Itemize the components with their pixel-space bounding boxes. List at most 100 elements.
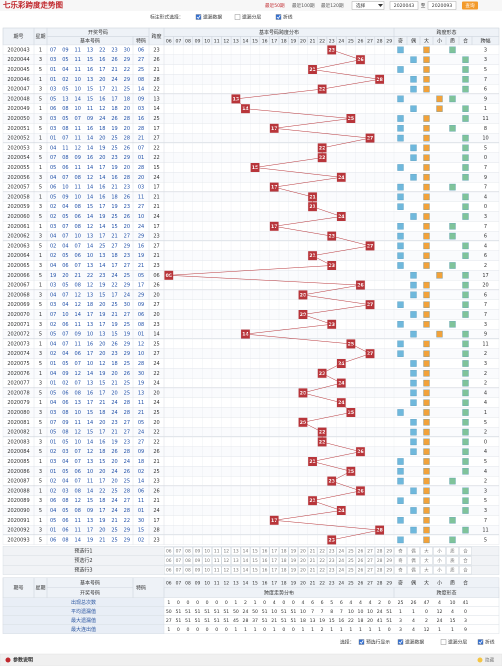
preselect-cell[interactable] (259, 556, 270, 565)
preselect-cell[interactable] (307, 556, 318, 565)
select-box[interactable] (351, 1, 385, 10)
preselect-cell[interactable] (202, 546, 212, 556)
preselect-cell[interactable] (202, 565, 212, 575)
preselect-cell[interactable] (202, 556, 212, 565)
from-input[interactable] (389, 1, 419, 10)
preselect-cell[interactable] (365, 546, 375, 556)
preselect-cell[interactable] (164, 546, 174, 556)
preselect-cell[interactable] (420, 546, 433, 556)
preselect-cell[interactable] (288, 546, 299, 556)
preselect-cell[interactable] (250, 546, 260, 556)
preselect-cell[interactable] (288, 565, 299, 575)
preselect-cell[interactable] (407, 546, 420, 556)
preselect-cell[interactable] (212, 565, 222, 575)
preselect-cell[interactable] (173, 565, 184, 575)
checkbox[interactable] (234, 14, 241, 20)
preselect-cell[interactable] (374, 565, 385, 575)
preselect-cell[interactable] (365, 565, 375, 575)
preselect-cell[interactable] (317, 565, 327, 575)
preselect-cell[interactable] (433, 546, 446, 556)
preselect-cell[interactable] (346, 556, 356, 565)
preselect-cell[interactable] (346, 546, 356, 556)
preselect-cell[interactable] (212, 556, 222, 565)
preselect-cell[interactable] (384, 556, 394, 565)
preselect-cell[interactable] (433, 565, 446, 575)
preselect-cell[interactable] (336, 546, 346, 556)
preselect-cell[interactable] (407, 556, 420, 565)
preselect-cell[interactable] (355, 546, 366, 556)
preselect-cell[interactable] (288, 556, 299, 565)
preselect-cell[interactable] (384, 565, 394, 575)
preselect-cell[interactable] (394, 546, 407, 556)
preselect-cell[interactable] (355, 556, 366, 565)
preselect-cell[interactable] (365, 556, 375, 565)
preselect-cell[interactable] (269, 546, 279, 556)
preselect-cell[interactable] (459, 565, 472, 575)
preselect-cell[interactable] (374, 556, 385, 565)
preselect-cell[interactable] (336, 565, 346, 575)
preselect-cell[interactable] (407, 565, 420, 575)
preselect-cell[interactable] (394, 556, 407, 565)
preselect-cell[interactable] (192, 565, 203, 575)
preselect-cell[interactable] (259, 546, 270, 556)
preselect-cell[interactable] (250, 565, 260, 575)
preselect-cell[interactable] (420, 556, 433, 565)
preselect-cell[interactable] (446, 546, 459, 556)
preselect-cell[interactable] (269, 565, 279, 575)
preselect-cell[interactable] (459, 546, 472, 556)
preselect-cell[interactable] (317, 556, 327, 565)
preselect-cell[interactable] (231, 565, 241, 575)
to-input[interactable] (427, 1, 457, 10)
preselect-cell[interactable] (327, 556, 337, 565)
checkbox[interactable] (275, 14, 282, 20)
preselect-cell[interactable] (183, 565, 193, 575)
query-button[interactable] (462, 1, 478, 10)
preselect-cell[interactable] (259, 565, 270, 575)
preselect-cell[interactable] (459, 556, 472, 565)
preselect-cell[interactable] (394, 565, 407, 575)
preselect-cell[interactable] (420, 565, 433, 575)
preselect-cell[interactable] (446, 556, 459, 565)
preselect-cell[interactable] (192, 556, 203, 565)
checkbox[interactable] (440, 639, 447, 645)
preselect-cell[interactable] (279, 565, 289, 575)
preselect-cell[interactable] (221, 565, 231, 575)
preselect-cell[interactable] (221, 546, 231, 556)
checkbox[interactable] (397, 639, 404, 645)
preselect-cell[interactable] (346, 565, 356, 575)
preselect-cell[interactable] (231, 556, 241, 565)
preselect-cell[interactable] (221, 556, 231, 565)
preselect-cell[interactable] (327, 565, 337, 575)
preselect-cell[interactable] (240, 556, 251, 565)
preselect-cell[interactable] (279, 546, 289, 556)
preselect-cell[interactable] (307, 546, 318, 556)
preselect-cell[interactable] (250, 556, 260, 565)
checkbox[interactable] (358, 639, 365, 645)
preselect-cell[interactable] (298, 556, 308, 565)
preselect-cell[interactable] (446, 565, 459, 575)
preselect-cell[interactable] (173, 556, 184, 565)
preselect-cell[interactable] (336, 556, 346, 565)
preselect-cell[interactable] (240, 565, 251, 575)
preselect-cell[interactable] (374, 546, 385, 556)
preselect-cell[interactable] (240, 546, 251, 556)
preselect-cell[interactable] (183, 556, 193, 565)
preselect-cell[interactable] (164, 556, 174, 565)
preselect-cell[interactable] (279, 556, 289, 565)
preselect-cell[interactable] (269, 556, 279, 565)
preselect-cell[interactable] (307, 565, 318, 575)
preselect-cell[interactable] (298, 565, 308, 575)
preselect-cell[interactable] (327, 546, 337, 556)
preselect-cell[interactable] (355, 565, 366, 575)
preselect-cell[interactable] (192, 546, 203, 556)
preselect-cell[interactable] (212, 546, 222, 556)
preselect-cell[interactable] (298, 546, 308, 556)
checkbox[interactable] (195, 14, 202, 20)
checkbox[interactable] (477, 639, 484, 645)
preselect-cell[interactable] (164, 565, 174, 575)
preselect-cell[interactable] (183, 546, 193, 556)
preselect-cell[interactable] (231, 546, 241, 556)
preselect-cell[interactable] (433, 556, 446, 565)
preselect-cell[interactable] (384, 546, 394, 556)
preselect-cell[interactable] (173, 546, 184, 556)
